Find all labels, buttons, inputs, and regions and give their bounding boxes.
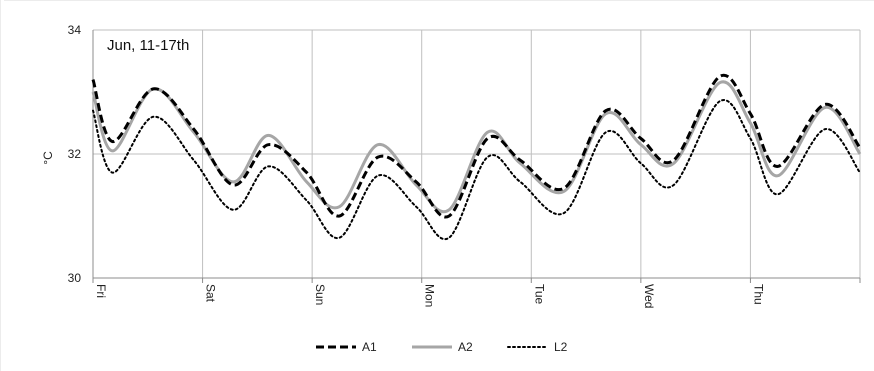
axes: 30 32 34 Fri Sat Sun Mon Tue Wed Thu [68, 23, 861, 308]
y-tick-label: 32 [68, 147, 82, 161]
chart-annotation: Jun, 11-17th [107, 37, 189, 54]
x-tick-label: Sat [204, 284, 218, 303]
series-line-l2 [92, 99, 861, 241]
x-tick-label: Fri [94, 284, 108, 298]
legend-label-l2: L2 [554, 340, 568, 354]
x-tick-label: Mon [423, 284, 437, 307]
series-line-a1 [91, 73, 862, 219]
x-tick-label: Wed [642, 284, 656, 308]
legend-label-a2: A2 [458, 340, 473, 354]
y-tick-label: 30 [68, 271, 82, 285]
x-tick-label: Tue [532, 284, 546, 305]
y-axis-label: °C [41, 151, 55, 165]
legend-label-a1: A1 [362, 340, 377, 354]
y-tick-label: 34 [68, 23, 82, 37]
series-layer [91, 73, 862, 241]
x-tick-label: Sun [313, 284, 327, 305]
x-tick-label: Thu [751, 284, 765, 305]
legend: A1 A2 L2 [316, 340, 568, 354]
